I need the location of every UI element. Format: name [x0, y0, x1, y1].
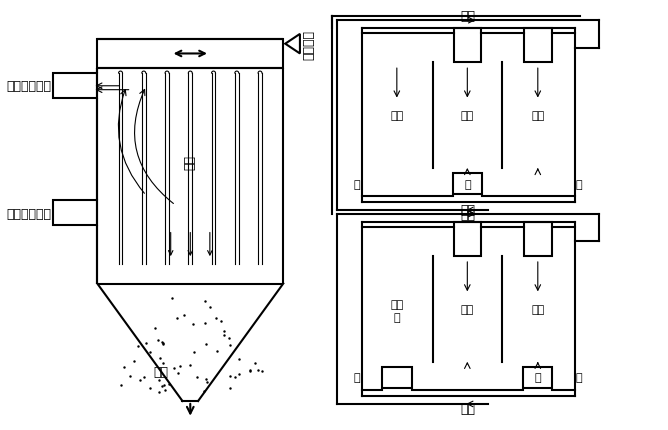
Text: 入口: 入口	[461, 10, 476, 23]
Text: 出口: 出口	[461, 402, 476, 415]
Text: 中: 中	[393, 312, 400, 322]
Text: 出口: 出口	[461, 209, 476, 221]
Text: 作业: 作业	[531, 111, 544, 121]
Text: 开: 开	[354, 179, 361, 189]
Bar	[454, 222, 481, 257]
Bar	[53, 74, 98, 98]
Bar	[98, 40, 283, 69]
Text: 滤袋: 滤袋	[184, 154, 197, 169]
Text: 除尘: 除尘	[461, 111, 474, 121]
Bar	[453, 173, 482, 195]
Text: 清洁气体出口: 清洁气体出口	[6, 80, 51, 93]
Text: 清灰: 清灰	[390, 299, 403, 309]
Bar	[524, 29, 552, 63]
Bar	[523, 367, 552, 388]
Bar	[382, 367, 411, 388]
Text: 入口: 入口	[461, 203, 476, 216]
Text: 开: 开	[354, 373, 361, 383]
Text: 振动装置: 振动装置	[303, 30, 316, 59]
Text: 开: 开	[534, 373, 541, 383]
Text: 全室: 全室	[390, 111, 403, 121]
Text: 含尘气体人口: 含尘气体人口	[6, 207, 51, 220]
Bar	[454, 29, 481, 63]
Bar	[53, 201, 98, 225]
Text: 除尘: 除尘	[461, 304, 474, 314]
Bar	[524, 222, 552, 257]
Text: 作业: 作业	[531, 304, 544, 314]
Text: 开: 开	[576, 179, 582, 189]
Text: 灰斗: 灰斗	[154, 365, 168, 378]
Text: 开: 开	[576, 373, 582, 383]
Text: 开: 开	[464, 179, 471, 189]
